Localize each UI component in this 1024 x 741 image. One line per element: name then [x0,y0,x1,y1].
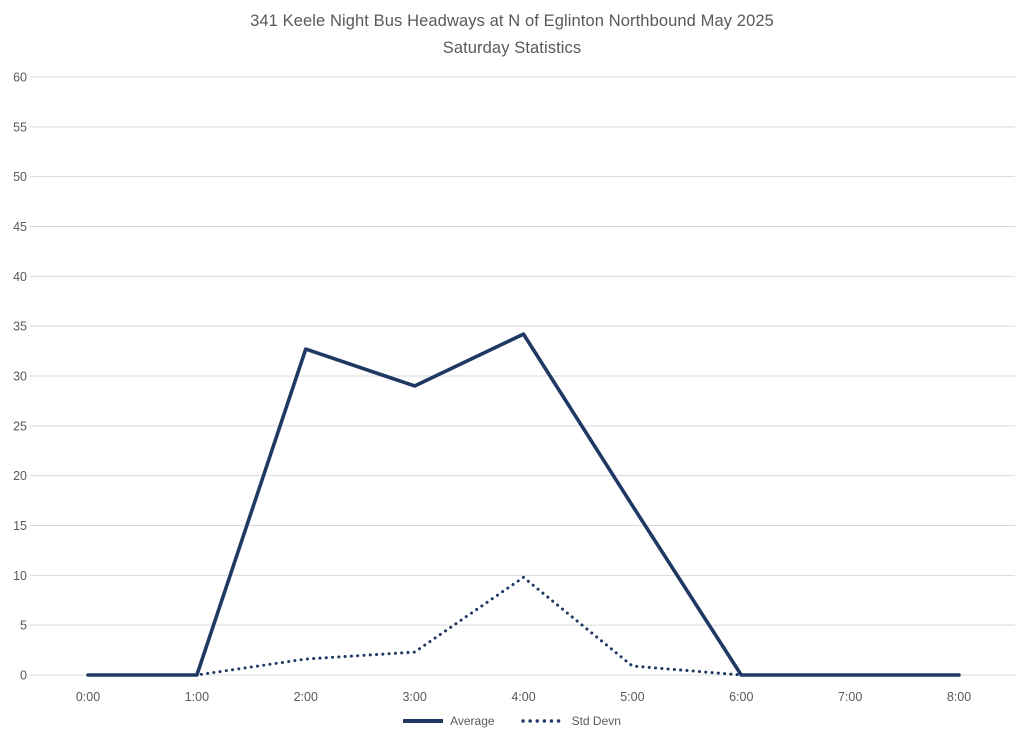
y-tick-label-45: 45 [13,220,27,234]
chart-title: 341 Keele Night Bus Headways at N of Egl… [0,8,1024,62]
legend: Average Std Devn [0,714,1024,728]
y-tick-label-55: 55 [13,120,27,134]
x-tick-label-400: 4:00 [511,690,535,704]
std-devn-line-swatch [520,719,565,723]
y-tick-label-40: 40 [13,270,27,284]
y-tick-label-35: 35 [13,320,27,334]
y-tick-label-60: 60 [13,71,27,85]
y-tick-label-10: 10 [13,569,27,583]
legend-label-average: Average [450,714,495,728]
x-tick-label-300: 3:00 [402,690,426,704]
y-tick-label-50: 50 [13,170,27,184]
y-tick-label-20: 20 [13,469,27,483]
x-tick-label-600: 6:00 [729,690,753,704]
legend-label-std-devn: Std Devn [571,714,621,728]
legend-item-average: Average [403,714,495,728]
y-tick-label-30: 30 [13,370,27,384]
series-line-std-devn [86,575,961,677]
x-tick-label-700: 7:00 [838,690,862,704]
y-tick-label-0: 0 [20,669,27,683]
x-tick-label-800: 8:00 [947,690,971,704]
x-tick-label-000: 0:00 [76,690,100,704]
x-tick-label-100: 1:00 [185,690,209,704]
chart-title-line1: 341 Keele Night Bus Headways at N of Egl… [250,12,774,30]
average-line-swatch [403,719,444,723]
y-tick-label-15: 15 [13,519,27,533]
x-tick-label-500: 5:00 [620,690,644,704]
x-tick-label-200: 2:00 [294,690,318,704]
y-tick-label-25: 25 [13,419,27,433]
chart-title-line2: Saturday Statistics [442,39,582,57]
y-tick-label-5: 5 [20,619,27,633]
legend-item-std-devn: Std Devn [520,714,621,728]
series-line-average [86,332,961,677]
